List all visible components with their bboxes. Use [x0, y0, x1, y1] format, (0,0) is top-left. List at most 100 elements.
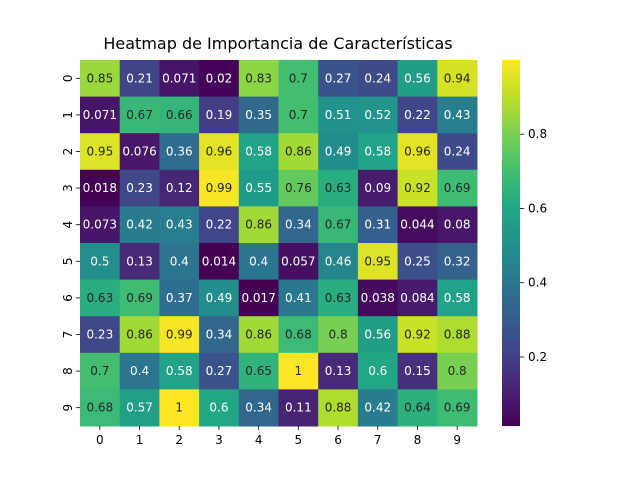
heatmap-cell-5-7 [357, 243, 399, 281]
cell-value-label-3-9: 0.69 [444, 181, 471, 195]
cell-value-label-4-0: 0.073 [83, 218, 117, 232]
cell-value-label-6-9: 0.58 [444, 291, 471, 305]
cell-value-label-5-0: 0.5 [90, 254, 109, 268]
cell-value-label-4-9: 0.08 [444, 218, 471, 232]
heatmap-cell-5-0 [80, 243, 121, 281]
y-axis-ticks: 0 1 2 3 4 5 6 7 8 9 [61, 74, 80, 412]
heatmap-cell-1-9 [437, 96, 478, 134]
heatmap-cell-9-7 [357, 389, 399, 427]
heatmap-cell-2-8 [397, 133, 438, 171]
heatmap-cell-9-6 [318, 389, 359, 427]
heatmap-cell-4-0 [80, 206, 121, 244]
heatmap-cell-8-7 [357, 352, 399, 390]
heatmap-cell-7-0 [80, 316, 121, 354]
heatmap-cell-2-5 [278, 133, 319, 171]
heatmap-cell-0-5 [278, 60, 319, 98]
cell-value-label-9-8: 0.64 [404, 401, 431, 415]
cell-value-label-0-4: 0.83 [245, 71, 272, 85]
heatmap-cell-6-8 [397, 279, 438, 317]
cell-value-label-9-3: 0.6 [209, 401, 228, 415]
heatmap-cell-5-2 [159, 243, 200, 281]
heatmap-cell-8-9 [437, 352, 478, 390]
cell-value-label-4-6: 0.67 [325, 218, 352, 232]
cell-value-label-6-3: 0.49 [206, 291, 233, 305]
heatmap-cell-5-9 [437, 243, 478, 281]
heatmap-cell-9-9 [437, 389, 478, 427]
cell-value-label-1-3: 0.19 [206, 108, 233, 122]
heatmap-cell-3-6 [318, 169, 359, 207]
cell-value-label-8-4: 0.65 [245, 364, 272, 378]
heatmap-cell-2-2 [159, 133, 200, 171]
heatmap-cell-4-3 [199, 206, 240, 244]
heatmap-cell-4-6 [318, 206, 359, 244]
x-axis-ticks: 0 1 2 3 4 5 6 7 8 9 [96, 426, 461, 447]
cell-value-label-5-6: 0.46 [325, 254, 352, 268]
cell-value-label-8-7: 0.6 [368, 364, 387, 378]
heatmap-cell-1-3 [199, 96, 240, 134]
cell-value-label-2-6: 0.49 [325, 145, 352, 159]
cell-value-label-8-9: 0.8 [448, 364, 467, 378]
cell-value-label-1-9: 0.43 [444, 108, 471, 122]
cell-value-label-7-9: 0.88 [444, 328, 471, 342]
cell-value-label-1-2: 0.66 [166, 108, 193, 122]
cell-value-label-6-1: 0.69 [126, 291, 153, 305]
heatmap-cell-3-0 [80, 169, 121, 207]
cell-value-label-6-6: 0.63 [325, 291, 352, 305]
cell-value-label-0-5: 0.7 [289, 71, 308, 85]
cell-value-label-3-5: 0.76 [285, 181, 312, 195]
heatmap-cell-7-5 [278, 316, 319, 354]
cell-value-label-6-2: 0.37 [166, 291, 193, 305]
heatmap-cell-8-1 [119, 352, 160, 390]
cell-value-label-0-8: 0.56 [404, 71, 431, 85]
heatmap-cell-9-0 [80, 389, 121, 427]
heatmap-cell-8-0 [80, 352, 121, 390]
heatmap-cell-1-1 [119, 96, 160, 134]
cell-value-label-7-2: 0.99 [166, 328, 193, 342]
cell-value-label-4-4: 0.86 [245, 218, 272, 232]
heatmap-cell-2-3 [199, 133, 240, 171]
cell-value-label-7-5: 0.68 [285, 328, 312, 342]
y-tick-label-1: 1 [61, 111, 75, 119]
x-tick-label-6: 6 [334, 433, 342, 447]
heatmap-cell-1-4 [238, 96, 279, 134]
cell-value-label-4-7: 0.31 [364, 218, 391, 232]
cell-value-label-5-7: 0.95 [364, 254, 391, 268]
x-tick-label-0: 0 [96, 433, 104, 447]
cell-value-label-8-1: 0.4 [130, 364, 149, 378]
heatmap-cell-3-9 [437, 169, 478, 207]
cell-value-label-6-4: 0.017 [241, 291, 275, 305]
cell-value-label-7-0: 0.23 [86, 328, 113, 342]
cell-value-label-1-1: 0.67 [126, 108, 153, 122]
cell-value-label-5-4: 0.4 [249, 254, 268, 268]
x-tick-label-8: 8 [414, 433, 422, 447]
heatmap-cell-4-4 [238, 206, 279, 244]
heatmap-cell-5-6 [318, 243, 359, 281]
cell-value-label-0-3: 0.02 [206, 71, 233, 85]
cell-value-label-0-6: 0.27 [325, 71, 352, 85]
heatmap-cell-4-7 [357, 206, 399, 244]
y-tick-label-8: 8 [61, 367, 75, 375]
heatmap-cell-4-1 [119, 206, 160, 244]
heatmap-cell-0-7 [357, 60, 399, 98]
heatmap-cell-6-5 [278, 279, 319, 317]
heatmap-cell-4-2 [159, 206, 200, 244]
cell-value-label-1-5: 0.7 [289, 108, 308, 122]
cell-value-label-8-0: 0.7 [90, 364, 109, 378]
heatmap-cell-2-6 [318, 133, 359, 171]
x-tick-label-3: 3 [215, 433, 223, 447]
cell-value-label-3-1: 0.23 [126, 181, 153, 195]
cell-value-label-2-4: 0.58 [245, 145, 272, 159]
heatmap-cell-2-7 [357, 133, 399, 171]
y-tick-label-7: 7 [61, 331, 75, 339]
x-tick-label-1: 1 [136, 433, 144, 447]
y-tick-label-3: 3 [61, 184, 75, 192]
heatmap-cell-6-1 [119, 279, 160, 317]
cell-value-label-6-8: 0.084 [400, 291, 434, 305]
heatmap-cell-5-5 [278, 243, 319, 281]
colorbar-gradient [502, 60, 520, 426]
heatmap-cell-9-5 [278, 389, 319, 427]
cell-value-label-9-5: 0.11 [285, 401, 312, 415]
heatmap-cell-6-3 [199, 279, 240, 317]
cell-value-label-6-0: 0.63 [86, 291, 113, 305]
cell-value-label-9-7: 0.42 [364, 401, 391, 415]
